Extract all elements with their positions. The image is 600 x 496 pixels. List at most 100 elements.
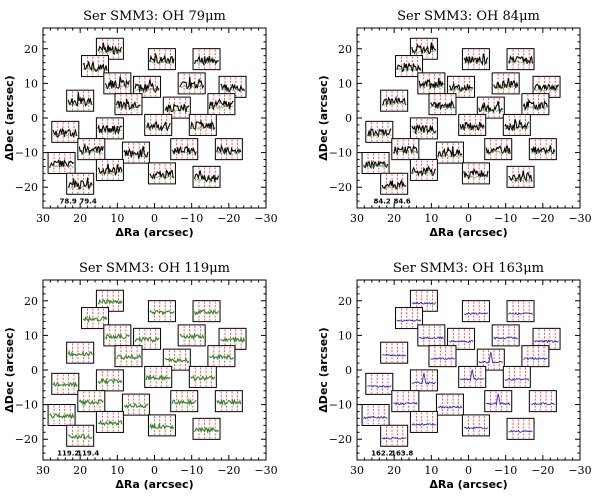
spectrum-trace-secondary <box>179 84 204 89</box>
spectrum-trace <box>123 403 149 409</box>
spectrum-trace <box>382 353 407 357</box>
spectrum-trace <box>504 377 530 381</box>
spaxel-spectrum <box>502 365 531 388</box>
x-tick-label: −30 <box>568 212 591 225</box>
panel-2: Ser SMM3: OH 84μm 30 20 10 0 −10 −20 −30 −20 −10 0… <box>317 9 592 239</box>
spectrum-trace <box>216 398 242 407</box>
spaxel-spectrum <box>162 96 191 119</box>
spaxel-spectrum <box>147 162 176 185</box>
spectrum-trace-secondary <box>67 185 93 189</box>
spaxel-spectrum <box>461 300 490 323</box>
spectrum-trace <box>418 77 444 90</box>
spectrum-trace-secondary <box>393 150 418 155</box>
panel-1: Ser SMM3: OH 79μm 30 20 10 0 −10 −20 −30 −20 −10 0… <box>3 9 278 239</box>
y-tick-label: 20 <box>338 43 352 56</box>
spectrum-trace <box>149 169 174 180</box>
spectrum-trace-secondary <box>220 88 245 93</box>
spaxel-spectrum <box>66 424 95 447</box>
spectrum-trace-secondary <box>463 60 489 64</box>
spectrum-trace-secondary <box>116 105 141 110</box>
spaxel-spectrum <box>147 300 176 323</box>
spectrum-trace <box>459 121 485 132</box>
y-tick-label: 20 <box>24 295 38 308</box>
spectrum-trace <box>97 298 123 305</box>
spectrum-trace <box>134 79 160 94</box>
spaxel-spectrum <box>506 165 535 188</box>
spectrum-trace <box>396 319 422 323</box>
spectrum-trace <box>437 146 463 158</box>
spectrum-trace <box>67 92 93 108</box>
spectrum-trace-secondary <box>190 126 215 130</box>
spaxel-spectrum <box>218 327 247 350</box>
spaxel-box <box>506 300 535 323</box>
spaxel-spectrum <box>391 390 420 413</box>
x-axis-label: ΔRa (arcsec) <box>115 226 193 239</box>
spaxel-box <box>47 404 76 426</box>
spectrum-trace <box>194 426 219 434</box>
y-axis-label: ΔDec (arcsec) <box>317 327 330 412</box>
spaxel-spectrum <box>147 414 176 437</box>
spaxel-spectrum <box>506 300 535 323</box>
spectrum-trace <box>179 76 205 90</box>
x-tick-label: 30 <box>350 464 364 477</box>
spaxel-spectrum <box>192 165 221 188</box>
spaxel-box <box>380 424 409 447</box>
y-tick-label: −20 <box>329 433 352 446</box>
spectrum-trace-secondary <box>411 171 437 175</box>
spectrum-trace-secondary <box>134 87 160 92</box>
wavelength-label: 78.9 <box>60 197 77 205</box>
spectrum-trace <box>220 83 245 93</box>
x-tick-label: −10 <box>494 212 517 225</box>
spaxel-spectrum <box>147 48 176 71</box>
spaxel-box <box>409 369 438 392</box>
spectrum-trace <box>149 422 175 431</box>
spaxel-box <box>77 390 106 413</box>
spaxel-box <box>170 138 199 161</box>
x-tick-label: 30 <box>36 212 50 225</box>
spaxel-spectrum <box>95 410 124 433</box>
spectrum-trace <box>367 128 392 138</box>
spectrum-trace-secondary <box>493 84 518 89</box>
spaxel-box <box>461 300 490 323</box>
spectrum-trace-secondary <box>145 126 171 131</box>
x-tick-label: 0 <box>151 464 158 477</box>
spectrum-trace <box>504 119 530 132</box>
x-tick-label: 30 <box>36 464 50 477</box>
spaxel-spectrum <box>51 120 80 143</box>
spaxel-spectrum <box>192 48 221 71</box>
spectrum-trace-secondary <box>149 60 174 65</box>
spectrum-trace <box>411 422 437 427</box>
spectrum-trace-secondary <box>508 60 533 64</box>
x-tick-label: 20 <box>387 464 401 477</box>
spectrum-trace-secondary <box>534 87 559 92</box>
spectrum-trace <box>67 434 93 440</box>
spaxel-spectrum <box>114 345 143 368</box>
spectrum-trace <box>164 357 190 364</box>
spectrum-trace <box>104 332 130 340</box>
spectrum-trace <box>530 402 555 406</box>
spectrum-trace-secondary <box>486 150 511 155</box>
spaxel-spectrum <box>95 37 124 60</box>
spaxel-spectrum <box>81 307 110 330</box>
spectrum-trace-secondary <box>216 149 241 155</box>
spaxel-spectrum <box>461 162 490 185</box>
spaxel-box <box>491 324 520 347</box>
y-tick-label: −20 <box>15 433 38 446</box>
spectrum-trace-secondary <box>363 163 388 169</box>
y-tick-label: 0 <box>345 112 352 125</box>
spectrum-trace <box>463 426 489 430</box>
spaxel-box <box>502 365 531 388</box>
spectrum-trace-secondary <box>49 164 74 168</box>
x-axis-label: ΔRa (arcsec) <box>429 226 507 239</box>
spaxel-box <box>162 348 191 371</box>
spaxel-spectrum <box>428 93 457 116</box>
spaxel-box <box>521 93 550 116</box>
spaxel-spectrum <box>476 348 505 371</box>
spectrum-trace-secondary <box>448 87 474 92</box>
spaxel-box <box>447 327 476 350</box>
x-tick-label: 20 <box>73 212 87 225</box>
spaxel-spectrum <box>51 372 80 395</box>
spectrum-trace <box>145 373 171 382</box>
spaxel-spectrum <box>207 93 236 116</box>
x-tick-label: −30 <box>254 212 277 225</box>
